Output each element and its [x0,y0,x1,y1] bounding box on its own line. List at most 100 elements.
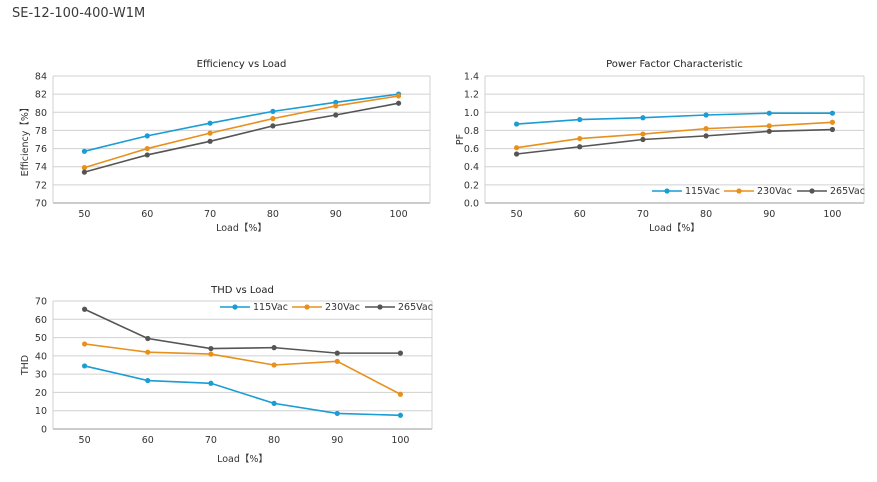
data-point [766,128,772,134]
data-point [829,119,836,125]
data-point [829,110,836,116]
y-tick-label: 1.0 [464,108,479,119]
data-point [577,144,583,150]
data-point [334,358,340,364]
legend-label: 265Vac [398,302,433,313]
x-tick-label: 100 [390,209,408,220]
y-tick-label: 72 [35,180,47,191]
y-tick-label: 0.0 [464,199,479,210]
x-axis-label: Load【%】 [217,454,268,465]
x-tick-label: 60 [574,209,586,220]
data-point [207,130,213,136]
y-tick-label: 1.2 [464,90,479,101]
series-line [84,343,401,395]
data-point [829,126,836,133]
series-line [84,93,399,153]
series-line [84,365,401,417]
y-tick-label: 60 [35,315,47,326]
y-tick-label: 20 [35,388,47,399]
legend-marker [736,188,742,194]
data-point [271,400,277,406]
legend-label: 115Vac [253,302,288,313]
y-tick-label: 0.6 [464,144,479,155]
x-tick-label: 90 [330,209,342,220]
data-point [513,145,520,151]
y-tick-label: 0 [41,425,47,436]
data-point [208,351,214,357]
data-point [333,112,339,118]
data-point [144,145,150,152]
y-axis-label: PF [455,134,466,145]
legend-label: 115Vac [685,186,720,197]
data-point [270,116,276,122]
series-line [516,128,833,155]
chart-title: Efficiency vs Load [197,59,287,70]
data-point [333,99,339,105]
data-point [397,391,404,397]
y-tick-label: 78 [35,126,47,137]
data-point [145,335,151,342]
x-tick-label: 50 [78,209,90,220]
data-point [270,123,276,129]
x-tick-label: 60 [142,435,154,446]
data-point [513,121,520,127]
data-point [145,349,151,355]
x-tick-label: 60 [141,209,153,220]
x-tick-label: 70 [637,209,649,220]
data-point [81,165,88,171]
legend-marker [232,304,238,310]
data-point [640,115,646,121]
y-tick-label: 80 [35,108,47,119]
legend-marker [664,188,670,194]
x-tick-label: 70 [204,209,216,220]
x-tick-label: 50 [511,209,523,220]
y-tick-label: 1.4 [464,72,479,83]
data-point [270,108,276,114]
data-point [397,350,404,356]
x-axis-label: Load【%】 [649,223,700,234]
data-point [703,112,709,118]
y-tick-label: 0.4 [464,162,479,173]
y-tick-label: 70 [35,199,47,210]
data-point [577,116,583,123]
series-line [84,308,401,354]
series-line [516,121,833,149]
y-tick-label: 40 [35,351,47,362]
data-point [395,93,402,99]
data-point [81,169,88,175]
legend-marker [304,304,310,310]
legend-marker [377,304,383,310]
data-point [333,103,339,109]
data-point [208,380,214,386]
y-tick-label: 76 [35,144,47,155]
series-line [84,102,399,173]
legend-label: 265Vac [830,186,865,197]
data-point [640,131,646,137]
data-point [81,306,88,312]
y-tick-label: 0.8 [464,126,479,137]
data-point [703,133,709,139]
y-tick-label: 10 [35,406,47,417]
x-tick-label: 100 [823,209,841,220]
y-tick-label: 74 [35,162,47,173]
y-axis-label: Efficiency【%】 [20,103,31,177]
data-point [640,136,646,143]
data-point [81,148,88,154]
x-tick-label: 80 [700,209,712,220]
x-tick-label: 100 [391,435,409,446]
series-line [84,95,399,169]
y-tick-label: 70 [35,297,47,308]
data-point [81,341,88,347]
data-point [145,377,151,384]
data-point [271,362,277,368]
legend-marker [809,188,815,194]
y-tick-label: 50 [35,333,47,344]
data-point [397,412,404,418]
legend-label: 230Vac [325,302,360,313]
data-point [766,110,772,116]
y-axis-label: THD [20,355,31,376]
data-point [207,138,213,144]
x-tick-label: 80 [268,435,280,446]
